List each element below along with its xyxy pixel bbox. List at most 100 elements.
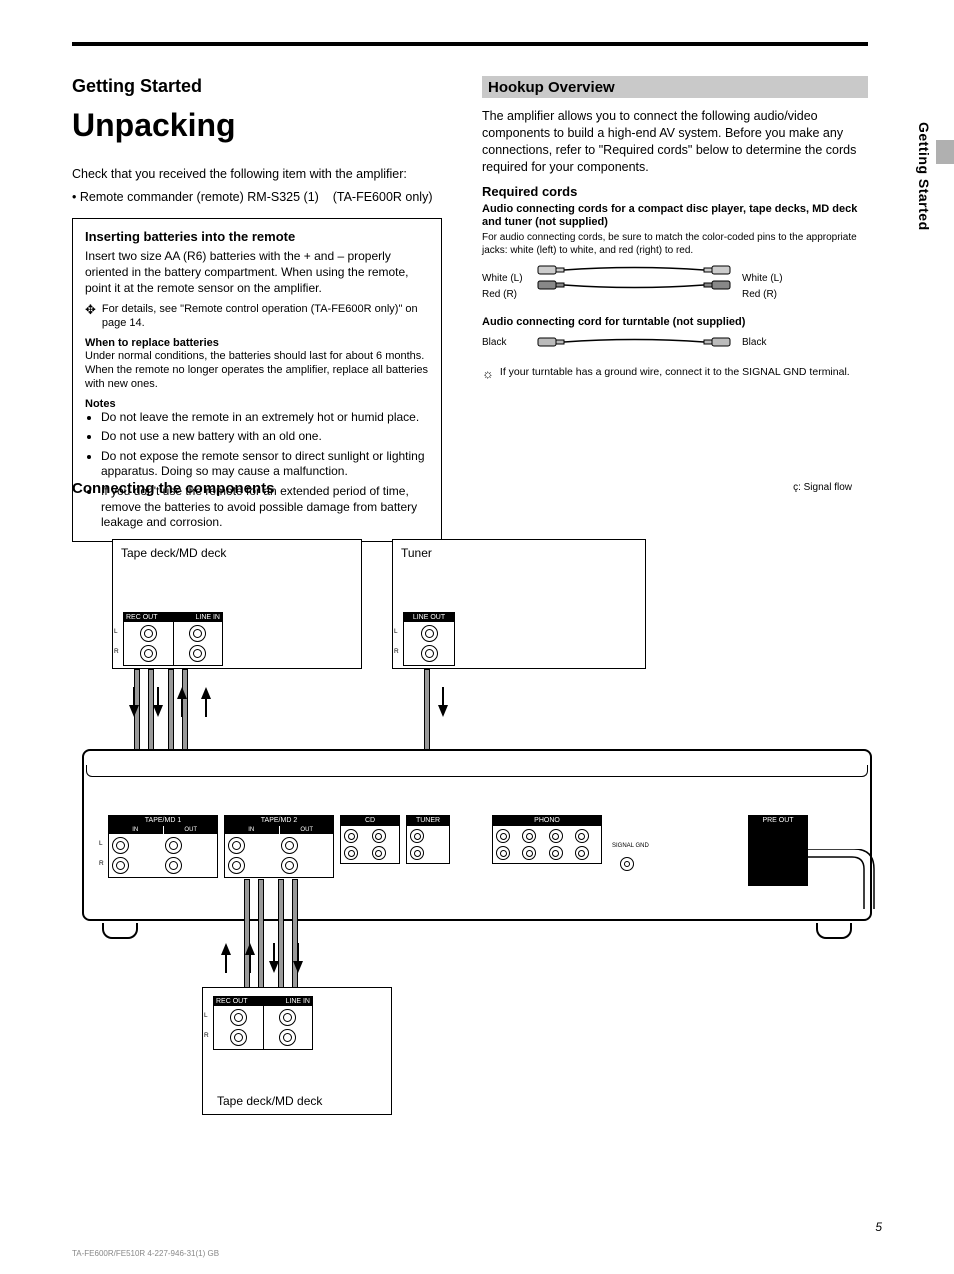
jack-icon xyxy=(281,857,298,874)
jack-icon xyxy=(410,829,424,843)
section-heading: Hookup Overview xyxy=(482,76,868,98)
jack-icon xyxy=(575,846,589,860)
arrow-icon xyxy=(205,699,207,717)
mono-cable-icon xyxy=(534,334,734,350)
footer-code: TA-FE600R/FE510R 4-227-946-31(1) GB xyxy=(72,1249,219,1258)
white-label-right: White (L) xyxy=(742,273,786,284)
jack-icon xyxy=(575,829,589,843)
preout-section: PRE OUT xyxy=(748,815,808,886)
note-item: Do not leave the remote in an extremely … xyxy=(101,410,429,426)
jack-icon xyxy=(165,857,182,874)
rec-out-label: REC OUT xyxy=(216,998,248,1005)
tip-icon: ✥ xyxy=(85,302,96,316)
tape-deck-2-box: REC OUT LINE IN L R xyxy=(202,987,392,1115)
arrow-icon xyxy=(297,943,299,961)
jack-icon xyxy=(165,837,182,854)
line-in-label: LINE IN xyxy=(285,998,310,1005)
side-tab xyxy=(936,140,954,164)
tape-deck-2-label: Tape deck/MD deck xyxy=(209,1088,330,1110)
jack-icon xyxy=(344,846,358,860)
chapter-title: Unpacking xyxy=(72,107,452,144)
jack-icon xyxy=(279,1029,296,1046)
jack-icon xyxy=(496,846,510,860)
left-column: Getting Started Unpacking Check that you… xyxy=(72,76,452,542)
tape-deck-box: Tape deck/MD deck REC OUT LINE IN L R xyxy=(112,539,362,669)
tuner-label: Tuner xyxy=(393,540,645,562)
arrow-icon xyxy=(153,705,163,717)
red-label-left: Red (R) xyxy=(482,289,526,300)
jack-icon xyxy=(344,829,358,843)
when-replace-title: When to replace batteries xyxy=(85,337,429,349)
cd-section: CD xyxy=(340,815,400,864)
arrow-icon xyxy=(269,961,279,973)
diagram-section: Connecting the components ç: Signal flow… xyxy=(72,480,882,1160)
audio-cable-block: Audio connecting cords for a compact dis… xyxy=(482,203,868,301)
jack-icon xyxy=(372,829,386,843)
jack-icon xyxy=(496,829,510,843)
line-in-label: LINE IN xyxy=(195,614,220,621)
jack-icon xyxy=(230,1009,247,1026)
tuner-section: TUNER xyxy=(406,815,450,864)
jack-icon xyxy=(281,837,298,854)
jack-icon xyxy=(228,837,245,854)
ground-tip-text: If your turntable has a ground wire, con… xyxy=(500,366,850,380)
arrow-icon xyxy=(201,687,211,699)
line-out-label: LINE OUT xyxy=(413,614,445,621)
signal-gnd-label: SIGNAL GND xyxy=(612,843,649,849)
arrow-icon xyxy=(442,687,444,705)
unpack-intro: Check that you received the following it… xyxy=(72,166,452,183)
jack-icon xyxy=(421,625,438,642)
red-label-right: Red (R) xyxy=(742,289,786,300)
side-tab-label: Getting Started xyxy=(916,122,932,231)
white-label-left: White (L) xyxy=(482,273,526,284)
battery-box-tip: For details, see "Remote control operati… xyxy=(102,302,429,331)
arrow-icon xyxy=(177,687,187,699)
jack-icon xyxy=(372,846,386,860)
ground-terminal-icon xyxy=(620,857,634,871)
jack-icon xyxy=(549,829,563,843)
black-label-left: Black xyxy=(482,337,526,348)
jack-icon xyxy=(189,625,206,642)
audio-cable-title: Audio connecting cords for a compact dis… xyxy=(482,203,868,231)
phono-section: PHONO xyxy=(492,815,602,864)
diagram-title: Connecting the components xyxy=(72,480,882,497)
arrow-icon xyxy=(181,699,183,717)
power-cord-icon xyxy=(804,849,884,939)
required-cords-title: Required cords xyxy=(482,184,868,199)
rec-out-label: REC OUT xyxy=(126,614,158,621)
phono-cable-block: Audio connecting cord for turntable (not… xyxy=(482,316,868,350)
page-content: Getting Started Unpacking Check that you… xyxy=(72,42,882,542)
when-replace-body: Under normal conditions, the batteries s… xyxy=(85,349,429,392)
overview-body: The amplifier allows you to connect the … xyxy=(482,108,868,176)
jack-icon xyxy=(112,857,129,874)
jack-icon xyxy=(230,1029,247,1046)
arrow-icon xyxy=(225,955,227,973)
arrow-icon xyxy=(438,705,448,717)
jack-icon xyxy=(228,857,245,874)
page-number: 5 xyxy=(875,1220,882,1234)
arrow-icon xyxy=(249,955,251,973)
signal-flow-legend: ç: Signal flow xyxy=(793,482,852,493)
arrow-icon xyxy=(273,943,275,961)
jack-icon xyxy=(140,645,157,662)
chapter-label: Getting Started xyxy=(72,76,452,97)
battery-box-title: Inserting batteries into the remote xyxy=(85,229,429,244)
jack-icon xyxy=(522,829,536,843)
jack-icon xyxy=(189,645,206,662)
note-item: Do not expose the remote sensor to direc… xyxy=(101,449,429,480)
jack-icon xyxy=(279,1009,296,1026)
tape-md1-section: TAPE/MD 1 INOUT L R xyxy=(108,815,218,878)
jack-icon xyxy=(421,645,438,662)
jack-icon xyxy=(549,846,563,860)
tape-deck-label: Tape deck/MD deck xyxy=(113,540,361,562)
jack-icon xyxy=(112,837,129,854)
jack-icon xyxy=(140,625,157,642)
black-label-right: Black xyxy=(742,337,786,348)
arrow-icon xyxy=(157,687,159,705)
tape-md2-section: TAPE/MD 2 INOUT xyxy=(224,815,334,878)
arrow-icon xyxy=(245,943,255,955)
top-rule xyxy=(72,42,868,46)
arrow-icon xyxy=(293,961,303,973)
receiver-unit: TAPE/MD 1 INOUT L R TAPE/MD 2 INOUT xyxy=(72,749,882,939)
phono-cable-title: Audio connecting cord for turntable (not… xyxy=(482,316,868,328)
